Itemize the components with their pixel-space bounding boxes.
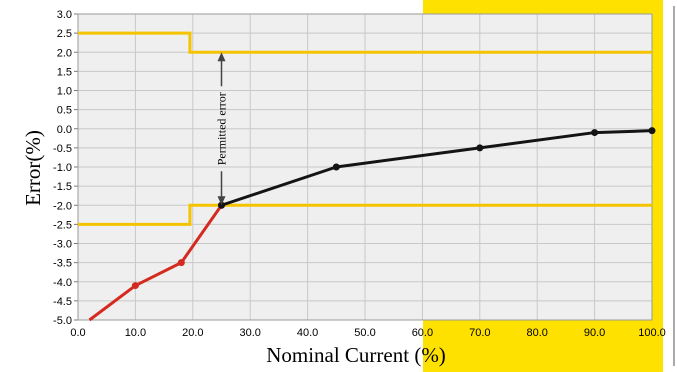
y-tick-label: -1.5 (53, 181, 72, 193)
y-tick-label: -0.5 (53, 143, 72, 155)
highlight-right (652, 0, 663, 372)
data-point (131, 282, 139, 290)
x-tick-label: 50.0 (354, 327, 375, 339)
y-tick-label: -3.5 (53, 258, 72, 270)
x-tick-label: 60.0 (412, 327, 433, 339)
y-tick-label: 0.0 (57, 124, 72, 136)
y-tick-label: -2.5 (53, 219, 72, 231)
x-tick-label: 90.0 (584, 327, 605, 339)
y-tick-label: 0.5 (57, 105, 72, 117)
x-tick-label: 80.0 (526, 327, 547, 339)
limit-line (78, 203, 652, 226)
y-tick-label: -4.5 (53, 296, 72, 308)
plot-frame (77, 13, 653, 321)
x-tick-label: 10.0 (125, 327, 146, 339)
data-point (648, 127, 656, 135)
arrow-up-head (217, 52, 226, 62)
data-point (177, 259, 185, 267)
x-tick-label: 100.0 (638, 327, 666, 339)
y-tick-label: 2.0 (57, 47, 72, 59)
data-point (332, 163, 340, 171)
y-tick-label: -2.0 (53, 200, 72, 212)
x-tick-label: 30.0 (239, 327, 260, 339)
arrow-down-head (217, 196, 226, 206)
x-tick-label: 70.0 (469, 327, 490, 339)
x-tick-label: 0.0 (70, 327, 85, 339)
y-axis-title: Error(%) (21, 130, 45, 206)
data-point (476, 144, 484, 152)
y-tick-label: -5.0 (53, 315, 72, 327)
limit-line (78, 31, 652, 54)
y-tick-label: -4.0 (53, 277, 72, 289)
data-point (591, 129, 599, 137)
y-tick-label: -1.0 (53, 162, 72, 174)
series-line (88, 204, 223, 322)
y-tick-label: 1.0 (57, 86, 72, 98)
y-tick-label: -3.0 (53, 239, 72, 251)
x-tick-label: 40.0 (297, 327, 318, 339)
highlight-top (423, 0, 663, 14)
highlight-bottom (423, 320, 663, 372)
y-tick-label: 3.0 (57, 9, 72, 21)
x-axis-title: Nominal Current (%) (266, 343, 446, 367)
permitted-error-label: Permitted error (215, 92, 229, 165)
y-tick-label: 1.5 (57, 66, 72, 78)
y-tick-label: 2.5 (57, 28, 72, 40)
x-tick-label: 20.0 (182, 327, 203, 339)
